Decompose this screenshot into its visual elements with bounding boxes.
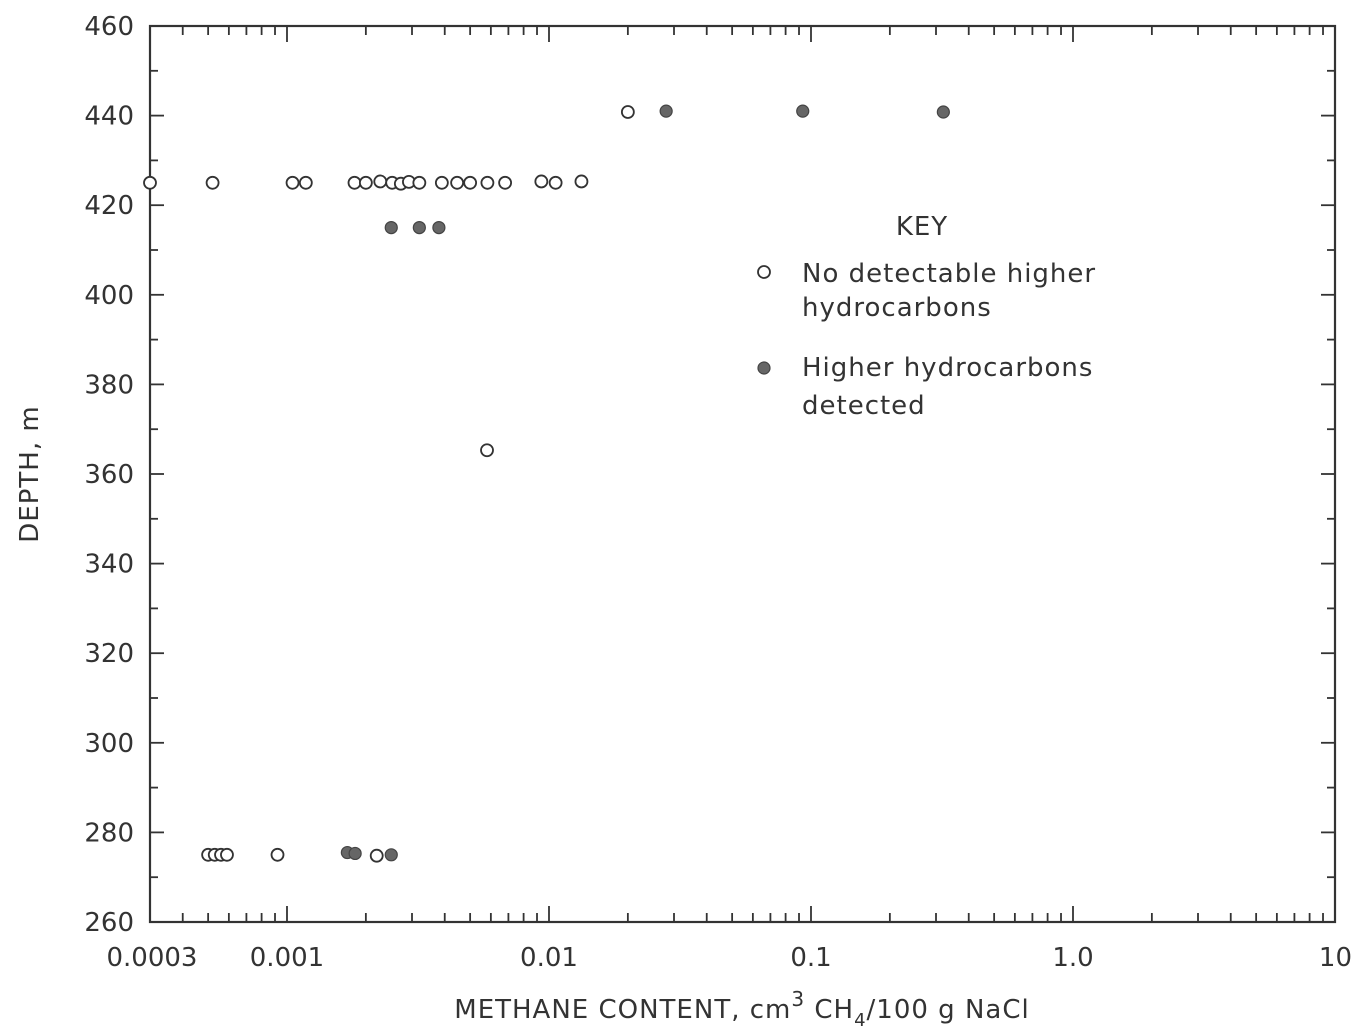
point-higher-hydrocarbons xyxy=(413,222,425,234)
y-tick-label: 400 xyxy=(84,281,134,311)
y-tick-labels: 260 280 300 320 340 360 380 400 420 440 460 xyxy=(84,12,134,938)
point-no-higher-hydrocarbons xyxy=(413,177,425,189)
point-no-higher-hydrocarbons xyxy=(481,177,493,189)
point-no-higher-hydrocarbons xyxy=(374,175,386,187)
point-no-higher-hydrocarbons xyxy=(349,177,361,189)
x-axis-label: METHANE CONTENT, cm3 CH4/100 g NaCl xyxy=(454,987,1029,1028)
legend-filled-line1: Higher hydrocarbons xyxy=(802,353,1093,383)
tick-marks xyxy=(150,26,1335,922)
point-no-higher-hydrocarbons xyxy=(622,106,634,118)
point-higher-hydrocarbons xyxy=(937,106,949,118)
point-no-higher-hydrocarbons xyxy=(272,849,284,861)
point-no-higher-hydrocarbons xyxy=(464,177,476,189)
legend-open-line2: hydrocarbons xyxy=(802,293,992,323)
x-tick-label: 0.01 xyxy=(520,943,578,973)
y-tick-label: 460 xyxy=(84,12,134,42)
plot-frame xyxy=(150,26,1335,922)
x-axis-label-prefix: METHANE CONTENT, cm xyxy=(454,995,791,1025)
legend-filled-marker xyxy=(758,362,770,374)
point-no-higher-hydrocarbons xyxy=(300,177,312,189)
point-no-higher-hydrocarbons xyxy=(451,177,463,189)
x-axis-label-mid: CH xyxy=(805,995,854,1025)
y-tick-label: 360 xyxy=(84,460,134,490)
point-no-higher-hydrocarbons xyxy=(144,177,156,189)
y-tick-label: 260 xyxy=(84,908,134,938)
data-points xyxy=(144,105,949,862)
y-tick-label: 380 xyxy=(84,370,134,400)
x-tick-label: 0.0003 xyxy=(107,943,198,973)
point-no-higher-hydrocarbons xyxy=(575,175,587,187)
x-axis-label-sub: 4 xyxy=(854,1010,866,1028)
legend-filled-line2: detected xyxy=(802,391,926,421)
point-higher-hydrocarbons xyxy=(660,105,672,117)
y-axis-label: DEPTH, m xyxy=(15,405,45,542)
point-no-higher-hydrocarbons xyxy=(221,849,233,861)
legend-open-marker xyxy=(758,266,770,278)
y-tick-label: 280 xyxy=(84,818,134,848)
point-no-higher-hydrocarbons xyxy=(360,177,372,189)
point-no-higher-hydrocarbons xyxy=(207,177,219,189)
x-tick-label: 10 xyxy=(1319,943,1352,973)
point-no-higher-hydrocarbons xyxy=(287,177,299,189)
y-tick-label: 300 xyxy=(84,729,134,759)
legend-open-line1: No detectable higher xyxy=(802,259,1096,289)
point-higher-hydrocarbons xyxy=(797,105,809,117)
x-tick-labels: 0.0003 0.001 0.01 0.1 1.0 10 xyxy=(107,943,1352,973)
x-tick-label: 1.0 xyxy=(1052,943,1093,973)
x-tick-label: 0.001 xyxy=(250,943,324,973)
legend-title: KEY xyxy=(896,212,948,242)
point-higher-hydrocarbons xyxy=(433,222,445,234)
point-higher-hydrocarbons xyxy=(349,847,361,859)
point-no-higher-hydrocarbons xyxy=(371,850,383,862)
point-no-higher-hydrocarbons xyxy=(436,177,448,189)
y-tick-label: 440 xyxy=(84,102,134,132)
point-no-higher-hydrocarbons xyxy=(550,177,562,189)
y-tick-label: 340 xyxy=(84,550,134,580)
legend: KEY No detectable higher hydrocarbons Hi… xyxy=(758,212,1096,421)
point-no-higher-hydrocarbons xyxy=(535,175,547,187)
point-higher-hydrocarbons xyxy=(385,849,397,861)
point-higher-hydrocarbons xyxy=(385,222,397,234)
x-axis-label-sup: 3 xyxy=(791,987,805,1011)
x-axis-label-suffix: /100 g NaCl xyxy=(867,995,1030,1025)
y-tick-label: 320 xyxy=(84,639,134,669)
y-tick-label: 420 xyxy=(84,191,134,221)
point-no-higher-hydrocarbons xyxy=(499,177,511,189)
x-tick-label: 0.1 xyxy=(790,943,831,973)
point-no-higher-hydrocarbons xyxy=(481,444,493,456)
